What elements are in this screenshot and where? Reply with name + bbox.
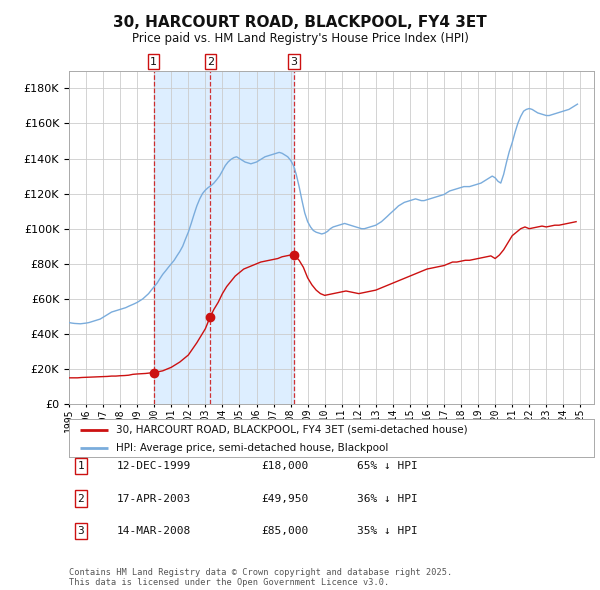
Text: 65% ↓ HPI: 65% ↓ HPI bbox=[357, 461, 418, 471]
Text: £85,000: £85,000 bbox=[261, 526, 308, 536]
Text: 35% ↓ HPI: 35% ↓ HPI bbox=[357, 526, 418, 536]
Text: 14-MAR-2008: 14-MAR-2008 bbox=[117, 526, 191, 536]
Text: 36% ↓ HPI: 36% ↓ HPI bbox=[357, 494, 418, 503]
Text: 30, HARCOURT ROAD, BLACKPOOL, FY4 3ET (semi-detached house): 30, HARCOURT ROAD, BLACKPOOL, FY4 3ET (s… bbox=[116, 425, 468, 435]
Text: 17-APR-2003: 17-APR-2003 bbox=[117, 494, 191, 503]
Text: HPI: Average price, semi-detached house, Blackpool: HPI: Average price, semi-detached house,… bbox=[116, 442, 389, 453]
Text: 1: 1 bbox=[150, 57, 157, 67]
Text: Contains HM Land Registry data © Crown copyright and database right 2025.
This d: Contains HM Land Registry data © Crown c… bbox=[69, 568, 452, 587]
Text: 2: 2 bbox=[77, 494, 85, 503]
Text: £18,000: £18,000 bbox=[261, 461, 308, 471]
Bar bbox=[154, 71, 294, 404]
Text: 1: 1 bbox=[77, 461, 85, 471]
Text: Price paid vs. HM Land Registry's House Price Index (HPI): Price paid vs. HM Land Registry's House … bbox=[131, 32, 469, 45]
Text: 30, HARCOURT ROAD, BLACKPOOL, FY4 3ET: 30, HARCOURT ROAD, BLACKPOOL, FY4 3ET bbox=[113, 15, 487, 30]
Text: 2: 2 bbox=[207, 57, 214, 67]
Text: £49,950: £49,950 bbox=[261, 494, 308, 503]
Text: 3: 3 bbox=[290, 57, 298, 67]
Text: 12-DEC-1999: 12-DEC-1999 bbox=[117, 461, 191, 471]
Text: 3: 3 bbox=[77, 526, 85, 536]
